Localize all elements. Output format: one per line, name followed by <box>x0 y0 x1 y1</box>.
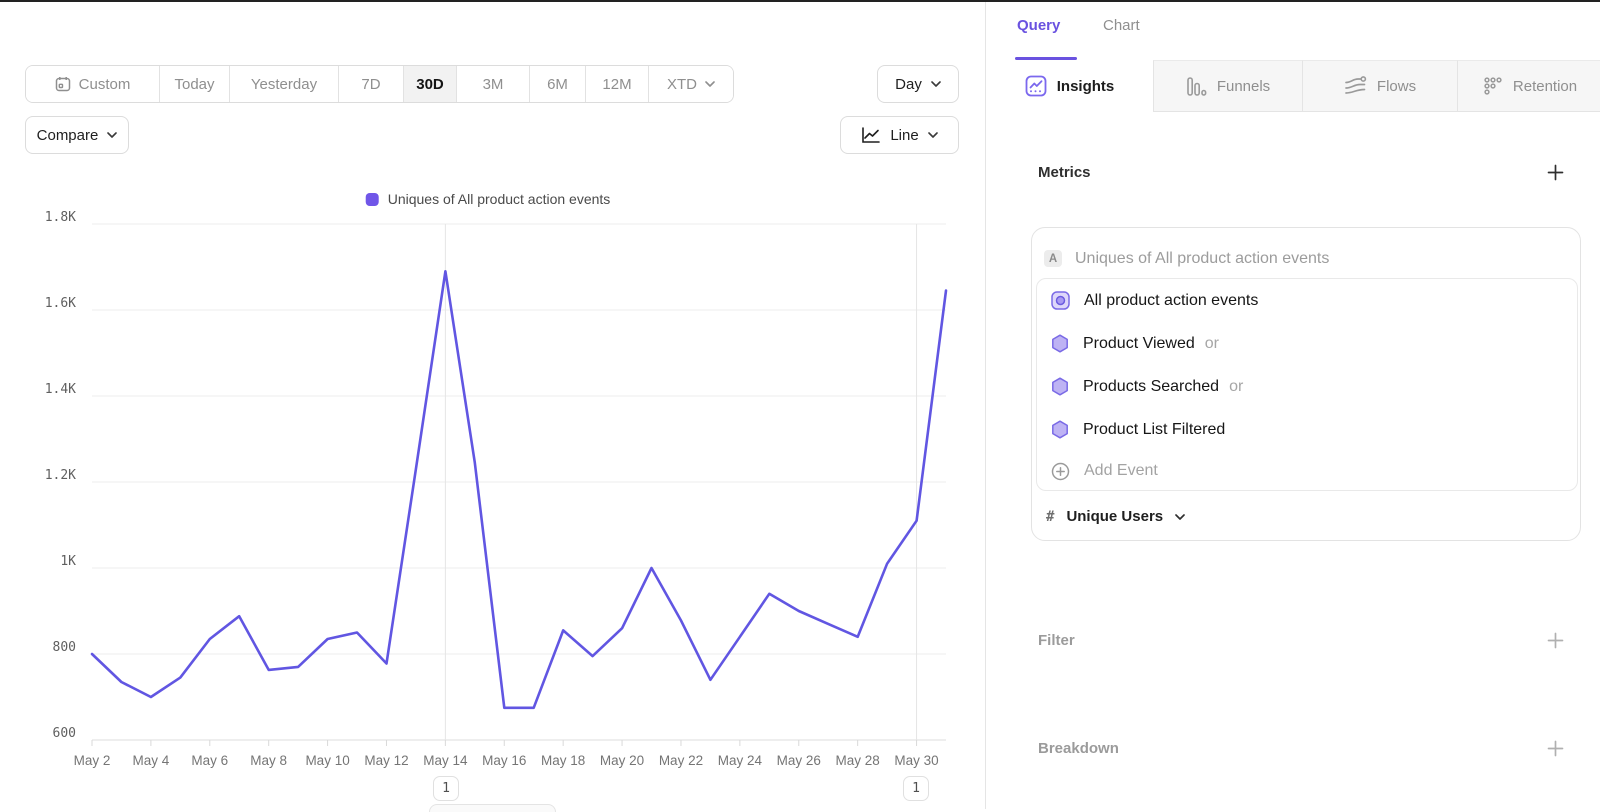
metric-group-card: A Uniques of All product action events A… <box>1031 227 1581 541</box>
chart-legend: Uniques of All product action events <box>365 191 611 207</box>
range-custom-label: Custom <box>78 75 131 93</box>
hexagon-event-icon <box>1052 377 1068 396</box>
annotation-badge[interactable]: 1 <box>433 776 459 801</box>
range-30d[interactable]: 30D <box>403 66 456 102</box>
plus-circle-icon <box>1051 462 1070 480</box>
tab-chart[interactable]: Chart <box>1103 17 1140 34</box>
window-top-edge <box>0 0 1600 2</box>
tab-insights[interactable]: Insights <box>986 60 1153 112</box>
event-row-product-viewed[interactable]: Product Viewed or <box>1037 322 1577 365</box>
chevron-down-icon <box>107 132 118 138</box>
range-today[interactable]: Today <box>159 66 229 102</box>
range-12m[interactable]: 12M <box>585 66 648 102</box>
annotation-badge[interactable]: 1 <box>903 776 929 801</box>
svg-text:May 28: May 28 <box>836 753 880 768</box>
svg-text:1K: 1K <box>60 554 76 569</box>
svg-text:May 2: May 2 <box>74 753 111 768</box>
chart-panel: Custom Today Yesterday 7D 30D 3M 6M 12M … <box>0 2 985 812</box>
add-event-button[interactable]: Add Event <box>1037 451 1577 490</box>
svg-text:May 30: May 30 <box>894 753 938 768</box>
svg-text:May 18: May 18 <box>541 753 585 768</box>
hexagon-event-icon <box>1052 420 1068 439</box>
plus-icon <box>1547 632 1563 648</box>
svg-text:May 24: May 24 <box>718 753 763 768</box>
events-list-card: All product action events Product Viewed… <box>1036 278 1578 491</box>
granularity-dropdown[interactable]: Day <box>877 65 959 103</box>
svg-text:May 22: May 22 <box>659 753 703 768</box>
svg-text:May 10: May 10 <box>305 753 349 768</box>
add-breakdown-button[interactable] <box>1545 738 1565 758</box>
retention-dots-icon <box>1484 77 1502 95</box>
chevron-down-icon <box>705 81 715 87</box>
number-sign: # <box>1046 508 1055 525</box>
hexagon-event-icon <box>1052 334 1068 353</box>
svg-text:May 6: May 6 <box>191 753 228 768</box>
svg-text:May 4: May 4 <box>133 753 170 768</box>
range-7d[interactable]: 7D <box>338 66 403 102</box>
legend-swatch <box>365 192 379 206</box>
svg-text:1.8K: 1.8K <box>45 210 76 225</box>
measure-dropdown[interactable]: # Unique Users <box>1046 508 1185 525</box>
date-range-segmented-control: Custom Today Yesterday 7D 30D 3M 6M 12M … <box>25 65 734 103</box>
svg-text:800: 800 <box>53 640 76 655</box>
event-group-icon <box>1051 291 1070 310</box>
active-tab-underline <box>1015 57 1077 60</box>
event-row-products-searched[interactable]: Products Searched or <box>1037 365 1577 408</box>
funnel-bars-icon <box>1187 76 1207 96</box>
svg-text:1.2K: 1.2K <box>45 468 76 483</box>
tab-query[interactable]: Query <box>1017 17 1061 34</box>
svg-text:1.6K: 1.6K <box>45 296 76 311</box>
metric-letter-badge: A <box>1044 250 1062 267</box>
svg-text:1.4K: 1.4K <box>45 382 76 397</box>
metrics-header: Metrics <box>1038 164 1091 181</box>
range-6m[interactable]: 6M <box>529 66 585 102</box>
metric-group-label[interactable]: Uniques of All product action events <box>1075 250 1330 267</box>
breakdown-header: Breakdown <box>1038 740 1119 757</box>
add-filter-button[interactable] <box>1545 630 1565 650</box>
add-metric-button[interactable] <box>1545 162 1565 182</box>
range-yesterday[interactable]: Yesterday <box>229 66 338 102</box>
tab-funnels[interactable]: Funnels <box>1153 60 1302 112</box>
svg-text:600: 600 <box>53 726 76 741</box>
svg-text:May 20: May 20 <box>600 753 644 768</box>
svg-text:May 8: May 8 <box>250 753 287 768</box>
query-builder-panel: Query Chart Insights Funnels <box>985 2 1600 809</box>
tab-flows[interactable]: Flows <box>1302 60 1457 112</box>
insights-chart-icon <box>1025 75 1047 97</box>
svg-text:May 12: May 12 <box>364 753 408 768</box>
event-row-product-list-filtered[interactable]: Product List Filtered <box>1037 408 1577 451</box>
tab-retention[interactable]: Retention <box>1457 60 1600 112</box>
flows-icon <box>1345 76 1367 94</box>
event-row-all-product-action-events[interactable]: All product action events <box>1037 279 1577 322</box>
line-chart[interactable]: 600 800 1K 1.2K 1.4K 1.6K 1.8K May 2 May 4 May 6 M… <box>0 2 985 809</box>
svg-text:May 26: May 26 <box>777 753 821 768</box>
calendar-icon <box>55 77 70 92</box>
svg-text:May 16: May 16 <box>482 753 526 768</box>
compare-dropdown[interactable]: Compare <box>25 116 129 154</box>
range-xtd[interactable]: XTD <box>648 66 733 102</box>
range-custom[interactable]: Custom <box>26 66 159 102</box>
chevron-down-icon <box>1175 513 1185 520</box>
plus-icon <box>1547 164 1563 180</box>
chart-type-dropdown[interactable]: Line <box>840 116 959 154</box>
line-chart-icon <box>862 126 881 143</box>
report-type-tabs: Insights Funnels Flows <box>986 60 1600 112</box>
legend-label: Uniques of All product action events <box>387 191 611 207</box>
plus-icon <box>1547 740 1563 756</box>
range-3m[interactable]: 3M <box>456 66 529 102</box>
chevron-down-icon <box>931 81 941 87</box>
filter-header: Filter <box>1038 632 1075 649</box>
svg-text:May 14: May 14 <box>423 753 468 768</box>
annotation-popup-edge <box>429 804 556 812</box>
chevron-down-icon <box>927 132 938 138</box>
